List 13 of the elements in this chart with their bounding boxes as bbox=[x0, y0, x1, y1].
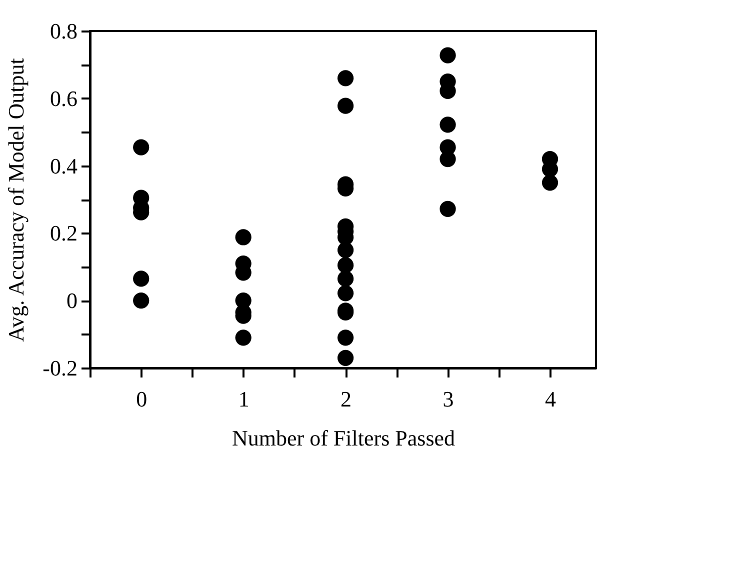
x-tick-label: 2 bbox=[340, 386, 352, 412]
x-tick-label: 0 bbox=[136, 386, 148, 412]
y-tick-label: 0.2 bbox=[50, 220, 78, 246]
y-tick-label: 0.8 bbox=[50, 18, 78, 44]
x-axis-title: Number of Filters Passed bbox=[232, 426, 456, 450]
y-axis-title: Avg. Accuracy of Model Output bbox=[4, 58, 29, 342]
y-tick-label: 0 bbox=[66, 288, 78, 314]
x-tick-label: 1 bbox=[238, 386, 250, 412]
y-tick-label: 0.6 bbox=[50, 86, 78, 111]
y-tick-label: 0.4 bbox=[50, 153, 78, 178]
y-tick-label: -0.2 bbox=[42, 356, 78, 380]
x-tick-label: 4 bbox=[545, 386, 556, 412]
x-tick-label: 3 bbox=[442, 386, 454, 412]
